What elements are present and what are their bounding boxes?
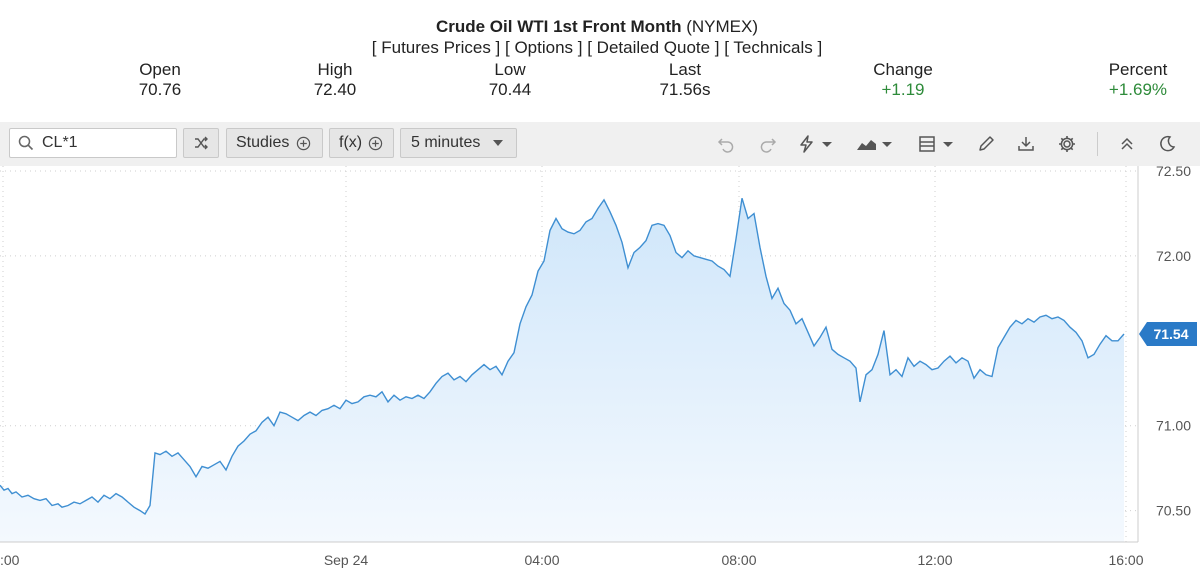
stat-change: Change +1.19 [858,60,948,100]
layout-menu-button[interactable] [917,133,957,155]
y-tick-label: 72.00 [1156,248,1191,264]
stat-value: +1.19 [881,80,925,99]
last-price-label: 71.54 [1139,322,1197,347]
stat-label: Last [668,60,702,79]
y-tick-label: 71.00 [1156,418,1191,434]
stat-label: Low [494,60,526,79]
y-tick-label: 70.50 [1156,503,1191,519]
x-tick-label: 16:00 [1108,552,1143,568]
dark-mode-moon-icon[interactable] [1156,133,1178,155]
studies-button[interactable]: Studies [226,128,323,158]
undo-icon[interactable] [715,133,737,155]
x-tick-label: 08:00 [721,552,756,568]
lightning-icon [800,135,832,153]
stat-high: High 72.40 [295,60,375,100]
compare-button[interactable] [183,128,219,158]
function-label: f(x) [339,134,363,151]
layout-icon [919,136,953,152]
add-circle-icon [297,136,311,150]
price-area [0,198,1124,542]
x-tick-label: :00 [0,552,20,568]
quote-links: [ Futures Prices ] [ Options ] [ Detaile… [371,38,823,57]
stat-value: 70.76 [138,80,182,99]
instrument-title: Crude Oil WTI 1st Front Month (NYMEX) [0,17,1194,37]
link-futures-prices[interactable]: Futures Prices [381,38,491,57]
stat-value: 71.56s [659,80,711,99]
redo-icon[interactable] [757,133,779,155]
symbol-value: CL*1 [42,134,78,151]
events-menu-button[interactable] [796,133,836,155]
price-chart-svg: 72.50 72.00 71.00 70.50 :00 Sep 24 04:00 08:00… [0,163,1197,568]
stat-label: Change [873,60,933,79]
chart-toolbar: CL*1 Studies f(x) 5 minutes [0,122,1200,166]
last-price-value: 71.54 [1153,326,1188,342]
x-tick-label: 12:00 [917,552,952,568]
function-button[interactable]: f(x) [329,128,394,158]
download-icon[interactable] [1015,133,1037,155]
search-icon [18,135,34,151]
chart-type-menu-button[interactable] [856,133,896,155]
stat-last: Last 71.56s [645,60,725,100]
collapse-icon[interactable] [1116,133,1138,155]
exchange-label: (NYMEX) [686,17,759,36]
draw-icon[interactable] [975,133,997,155]
quote-header: Crude Oil WTI 1st Front Month (NYMEX) [ … [0,0,1200,122]
stat-value: 72.40 [313,80,357,99]
interval-select[interactable]: 5 minutes [400,128,517,158]
stat-open: Open 70.76 [120,60,200,100]
price-chart[interactable]: 72.50 72.00 71.00 70.50 :00 Sep 24 04:00 08:00… [0,163,1200,572]
stat-value: 70.44 [488,80,532,99]
link-detailed-quote[interactable]: Detailed Quote [596,38,711,57]
stat-value: +1.69% [1108,80,1168,99]
stat-percent: Percent +1.69% [1093,60,1183,100]
stat-label: High [317,60,353,79]
add-circle-icon [368,136,383,150]
area-chart-icon [857,140,892,150]
stat-low: Low 70.44 [470,60,550,100]
link-technicals[interactable]: Technicals [733,38,813,57]
instrument-name: Crude Oil WTI 1st Front Month [435,17,682,36]
shuffle-icon [195,136,208,150]
x-tick-label: Sep 24 [324,552,369,568]
studies-label: Studies [236,134,290,151]
y-tick-label: 72.50 [1156,166,1191,179]
price-line [0,198,1125,515]
stat-label: Open [139,60,181,79]
stat-label: Percent [1108,60,1168,79]
symbol-search-input[interactable]: CL*1 [9,128,177,158]
interval-value: 5 minutes [411,134,481,151]
toolbar-divider [1097,132,1098,156]
chevron-down-icon [493,140,504,146]
settings-gear-icon[interactable] [1056,133,1078,155]
link-options[interactable]: Options [514,38,574,57]
x-tick-label: 04:00 [524,552,559,568]
